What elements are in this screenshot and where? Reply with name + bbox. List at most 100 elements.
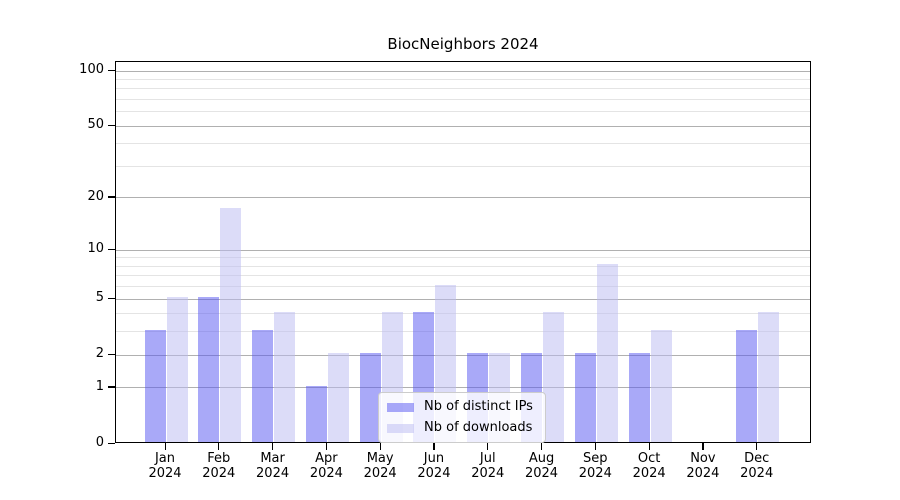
x-tick-label-year: 2024 xyxy=(632,466,666,481)
bar-downloads-dec xyxy=(758,311,780,442)
x-tick-label-month: Oct xyxy=(637,451,661,466)
bar-distinct-ips-may xyxy=(359,353,381,442)
y-tick-label: 0 xyxy=(95,435,104,450)
x-tick-label-month: Nov xyxy=(690,451,716,466)
x-tick-label-feb: Feb 2024 xyxy=(187,451,251,481)
x-tick-label-nov: Nov 2024 xyxy=(671,451,735,481)
x-tick-label-month: Jul xyxy=(479,451,496,466)
x-tick-label-year: 2024 xyxy=(363,466,397,481)
x-tick-label-month: Jan xyxy=(154,451,176,466)
x-tick-label-year: 2024 xyxy=(471,466,505,481)
x-tick xyxy=(218,443,220,450)
gridline-minor xyxy=(116,257,810,259)
x-tick-label-jan: Jan 2024 xyxy=(133,451,197,481)
x-tick-label-oct: Oct 2024 xyxy=(617,451,681,481)
gridline-minor xyxy=(116,331,810,333)
bar-downloads-oct xyxy=(650,329,672,442)
x-tick-label-month: Sep xyxy=(583,451,608,466)
x-tick xyxy=(433,443,435,450)
gridline-major xyxy=(116,125,810,127)
x-tick-label-year: 2024 xyxy=(256,466,290,481)
bar-downloads-jan xyxy=(166,297,188,442)
x-tick-label-month: Feb xyxy=(207,451,231,466)
gridline-minor xyxy=(116,78,810,80)
y-tick-label: 2 xyxy=(95,346,104,362)
x-tick xyxy=(702,443,704,450)
legend-swatch-downloads-icon xyxy=(387,423,414,433)
gridline-minor xyxy=(116,265,810,267)
x-tick-label-month: Apr xyxy=(315,451,338,466)
gridline-minor xyxy=(116,286,810,288)
bar-downloads-mar xyxy=(274,311,296,442)
y-tick xyxy=(108,69,115,71)
gridline-major xyxy=(116,70,810,72)
x-tick-label-dec: Dec 2024 xyxy=(725,451,789,481)
gridline-major xyxy=(116,354,810,356)
bar-downloads-feb xyxy=(220,208,242,442)
bar-distinct-ips-jan xyxy=(144,329,166,442)
bar-distinct-ips-feb xyxy=(198,297,220,442)
bar-downloads-apr xyxy=(327,353,349,442)
gridline-minor xyxy=(116,313,810,315)
gridline-minor xyxy=(116,143,810,145)
x-tick-label-year: 2024 xyxy=(524,466,559,481)
x-tick-label-year: 2024 xyxy=(417,466,451,481)
bar-distinct-ips-dec xyxy=(736,329,758,442)
x-tick xyxy=(648,443,650,450)
x-tick-label-year: 2024 xyxy=(686,466,720,481)
gridline-minor xyxy=(116,88,810,90)
x-tick-label-year: 2024 xyxy=(740,466,774,481)
legend-swatch-distinct-ips-icon xyxy=(387,402,414,412)
x-tick xyxy=(325,443,328,450)
bar-distinct-ips-apr xyxy=(305,386,327,442)
y-tick-label: 20 xyxy=(87,188,104,204)
y-tick xyxy=(108,124,115,126)
x-tick-label-jun: Jun 2024 xyxy=(402,451,466,481)
x-tick-label-month: Mar xyxy=(260,451,285,466)
bar-downloads-sep xyxy=(596,264,618,442)
gridline-major xyxy=(116,197,810,199)
legend-entry-downloads: Nb of downloads xyxy=(387,420,537,436)
x-tick-label-jul: Jul 2024 xyxy=(456,451,520,481)
chart-title: BiocNeighbors 2024 xyxy=(387,35,539,53)
gridline-minor xyxy=(116,99,810,101)
x-tick-label-year: 2024 xyxy=(309,466,343,481)
legend-entry-distinct-ips: Nb of distinct IPs xyxy=(387,399,537,415)
x-tick xyxy=(541,443,543,450)
y-tick-label: 100 xyxy=(79,62,104,78)
x-tick-label-month: Dec xyxy=(744,451,770,466)
x-tick-label-may: May 2024 xyxy=(348,451,412,481)
y-tick-label: 1 xyxy=(95,378,104,394)
x-tick xyxy=(594,443,596,450)
x-tick-label-month: Aug xyxy=(528,451,555,466)
bar-distinct-ips-oct xyxy=(628,353,650,442)
x-tick xyxy=(756,443,758,450)
y-tick xyxy=(108,297,115,299)
x-tick-label-year: 2024 xyxy=(202,466,236,481)
x-tick-label-year: 2024 xyxy=(148,466,182,481)
bar-distinct-ips-sep xyxy=(574,353,596,442)
y-tick xyxy=(108,386,115,388)
y-tick-label: 5 xyxy=(95,290,104,306)
gridline-major xyxy=(116,249,810,251)
y-tick-label: 50 xyxy=(87,117,104,133)
gridline-major xyxy=(116,387,810,389)
y-tick-label: 10 xyxy=(87,241,104,257)
legend-label-downloads: Nb of downloads xyxy=(424,420,533,435)
x-tick-label-mar: Mar 2024 xyxy=(241,451,305,481)
gridline-minor xyxy=(116,275,810,277)
bar-distinct-ips-mar xyxy=(252,329,274,442)
y-tick xyxy=(108,196,115,198)
y-tick xyxy=(108,248,115,250)
gridline-minor xyxy=(116,111,810,113)
bar-downloads-aug xyxy=(543,311,565,442)
x-tick-label-sep: Sep 2024 xyxy=(563,451,627,481)
x-tick xyxy=(272,443,274,450)
plot-area: Nb of distinct IPs Nb of downloads xyxy=(115,61,811,443)
x-tick-label-apr: Apr 2024 xyxy=(294,451,358,481)
x-tick-label-month: Jun xyxy=(423,451,445,466)
x-tick xyxy=(487,443,489,450)
legend: Nb of distinct IPs Nb of downloads xyxy=(378,392,546,443)
gridline-major xyxy=(116,298,810,300)
x-tick-label-month: May xyxy=(366,451,394,466)
